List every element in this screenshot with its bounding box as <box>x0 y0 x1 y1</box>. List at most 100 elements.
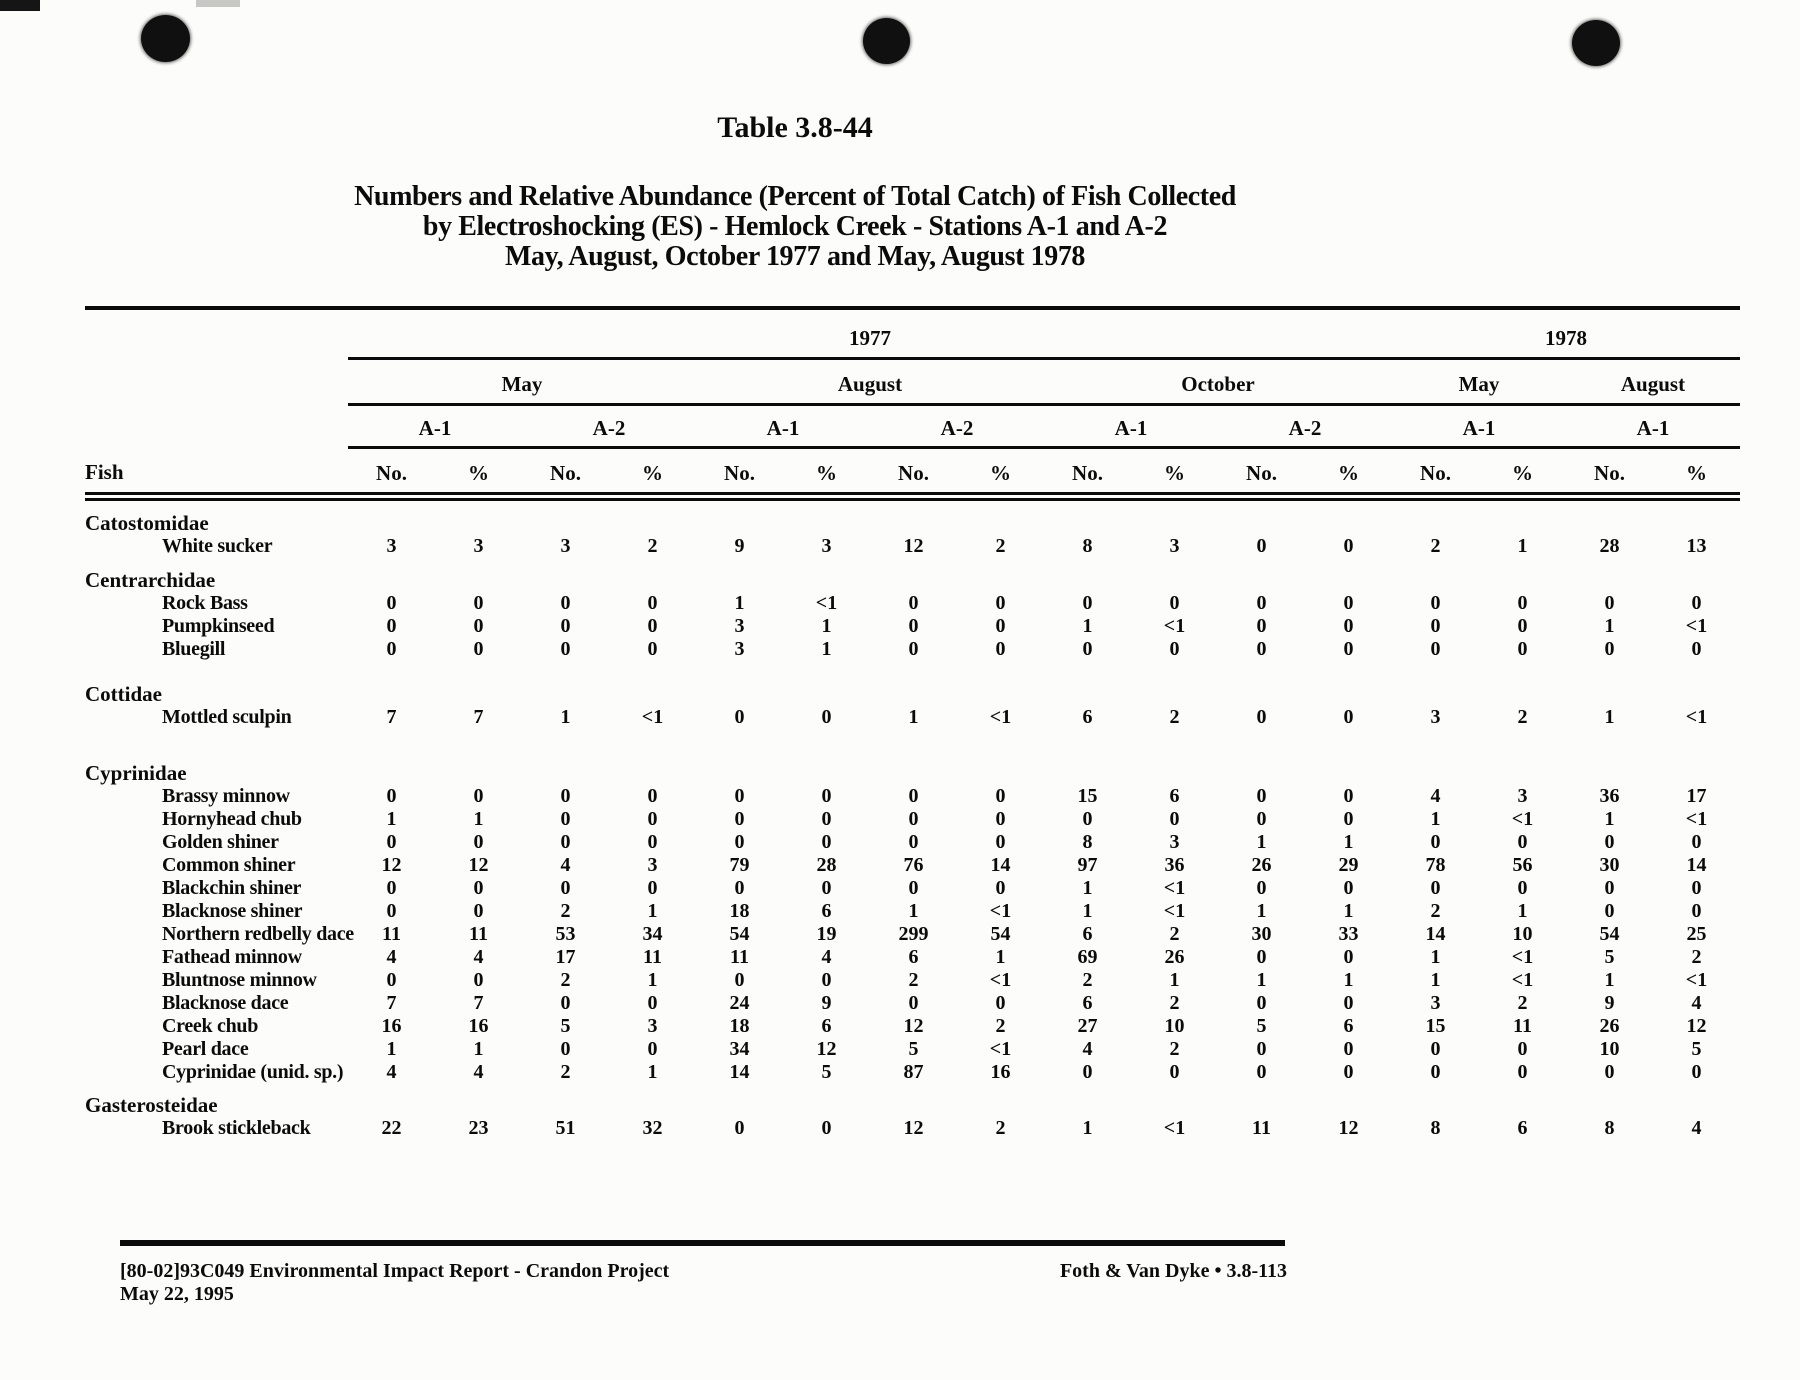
value-cell: 0 <box>386 899 397 922</box>
value-cell: 1 <box>821 614 832 637</box>
family-name-cell: Cyprinidae <box>85 760 187 785</box>
value-cell: <1 <box>1685 706 1708 728</box>
family-row: Cottidae <box>85 660 1740 706</box>
value-cell: 0 <box>995 830 1006 853</box>
value-cell: 8 <box>1604 1117 1615 1139</box>
value-cell: 16 <box>990 1060 1011 1083</box>
station-header: A-1 <box>1392 404 1566 449</box>
value-cell: 0 <box>1691 591 1702 614</box>
value-cell: 0 <box>1517 876 1528 899</box>
value-cell: 5 <box>1691 1037 1702 1060</box>
value-cell: 0 <box>995 637 1006 660</box>
value-cell: 0 <box>560 807 571 830</box>
value-cell: 0 <box>908 830 919 853</box>
value-cell: 54 <box>1599 922 1620 945</box>
value-cell: 1 <box>1430 968 1441 991</box>
measure-header: No. <box>522 447 609 501</box>
station-header: A-1 <box>1044 404 1218 449</box>
value-cell: 16 <box>468 1014 489 1037</box>
measure-header: % <box>1653 447 1740 501</box>
value-cell: 6 <box>908 945 919 968</box>
value-cell: <1 <box>1511 968 1534 991</box>
measure-header: % <box>957 447 1044 501</box>
value-cell: 1 <box>647 968 658 991</box>
value-cell: 0 <box>1256 945 1267 968</box>
value-cell: 0 <box>1430 876 1441 899</box>
family-name-cell: Gasterosteidae <box>85 1093 218 1117</box>
value-cell: 0 <box>560 784 571 807</box>
value-cell: 22 <box>381 1117 402 1139</box>
family-name-cell: Catostomidae <box>85 511 209 535</box>
table-row: Bluegill 0 0 0 0 3 1 0 0 0 0 0 0 0 0 0 0 <box>85 637 1740 660</box>
value-cell: 2 <box>1517 991 1528 1014</box>
value-cell: 29 <box>1338 853 1359 876</box>
value-cell: 0 <box>1082 637 1093 660</box>
month-header-row: May August October May August <box>85 358 1740 406</box>
measure-header: % <box>609 447 696 501</box>
value-cell: 8 <box>1082 535 1093 557</box>
value-cell: 0 <box>1169 637 1180 660</box>
table-row: Northern redbelly dace 11 11 53 34 54 19 299 54 6… <box>85 922 1740 945</box>
value-cell: <1 <box>989 968 1012 991</box>
value-cell: 0 <box>821 968 832 991</box>
value-cell: 0 <box>1604 899 1615 922</box>
value-cell: 0 <box>821 830 832 853</box>
value-cell: 2 <box>1691 945 1702 968</box>
value-cell: 1 <box>1430 807 1441 830</box>
value-cell: 1 <box>473 807 484 830</box>
punch-hole-right <box>1572 20 1620 66</box>
value-cell: 0 <box>647 830 658 853</box>
value-cell: 0 <box>908 614 919 637</box>
value-cell: 0 <box>1256 784 1267 807</box>
value-cell: 24 <box>729 991 750 1014</box>
value-cell: 1 <box>1517 899 1528 922</box>
value-cell: 0 <box>560 1037 571 1060</box>
value-cell: 1 <box>1082 876 1093 899</box>
value-cell: 0 <box>647 637 658 660</box>
value-cell: 0 <box>1604 637 1615 660</box>
value-cell: 0 <box>1343 637 1354 660</box>
measure-header: No. <box>1392 447 1479 501</box>
value-cell: 0 <box>386 968 397 991</box>
value-cell: <1 <box>1511 945 1534 968</box>
measure-header: % <box>1131 447 1218 501</box>
value-cell: 0 <box>995 807 1006 830</box>
report-title-line: by Electroshocking (ES) - Hemlock Creek … <box>422 211 1168 242</box>
value-cell: 0 <box>1430 1060 1441 1083</box>
measure-header: No. <box>696 447 783 501</box>
value-cell: 18 <box>729 1014 750 1037</box>
value-cell: 0 <box>1343 784 1354 807</box>
value-cell: 0 <box>1604 830 1615 853</box>
value-cell: 1 <box>1604 706 1615 728</box>
value-cell: 26 <box>1599 1014 1620 1037</box>
value-cell: 0 <box>995 784 1006 807</box>
value-cell: 0 <box>1691 876 1702 899</box>
scan-smudge <box>0 0 40 11</box>
value-cell: 0 <box>1256 1060 1267 1083</box>
value-cell: 2 <box>995 535 1006 557</box>
value-cell: <1 <box>1685 807 1708 830</box>
species-name-cell: Fathead minnow <box>162 945 302 968</box>
value-cell: 7 <box>473 991 484 1014</box>
species-name-cell: Brook stickleback <box>162 1117 311 1139</box>
value-cell: 6 <box>1517 1117 1528 1139</box>
family-name-cell: Cottidae <box>85 682 162 706</box>
value-cell: 26 <box>1164 945 1185 968</box>
value-cell: 27 <box>1077 1014 1098 1037</box>
value-cell: 32 <box>642 1117 663 1139</box>
value-cell: 1 <box>1256 968 1267 991</box>
value-cell: 0 <box>821 876 832 899</box>
value-cell: 3 <box>473 535 484 557</box>
month-header: May <box>1392 358 1566 406</box>
value-cell: 3 <box>1430 706 1441 728</box>
value-cell: 0 <box>1604 1060 1615 1083</box>
value-cell: 0 <box>473 591 484 614</box>
header-spacer <box>85 405 348 448</box>
value-cell: <1 <box>1163 899 1186 922</box>
species-name-cell: Hornyhead chub <box>162 807 302 830</box>
table-row: Pumpkinseed 0 0 0 0 3 1 0 0 1 <1 0 0 0 0 1 <1 <box>85 614 1740 637</box>
value-cell: 4 <box>1430 784 1441 807</box>
value-cell: 0 <box>1691 899 1702 922</box>
value-cell: 0 <box>1517 830 1528 853</box>
value-cell: 0 <box>1256 706 1267 728</box>
